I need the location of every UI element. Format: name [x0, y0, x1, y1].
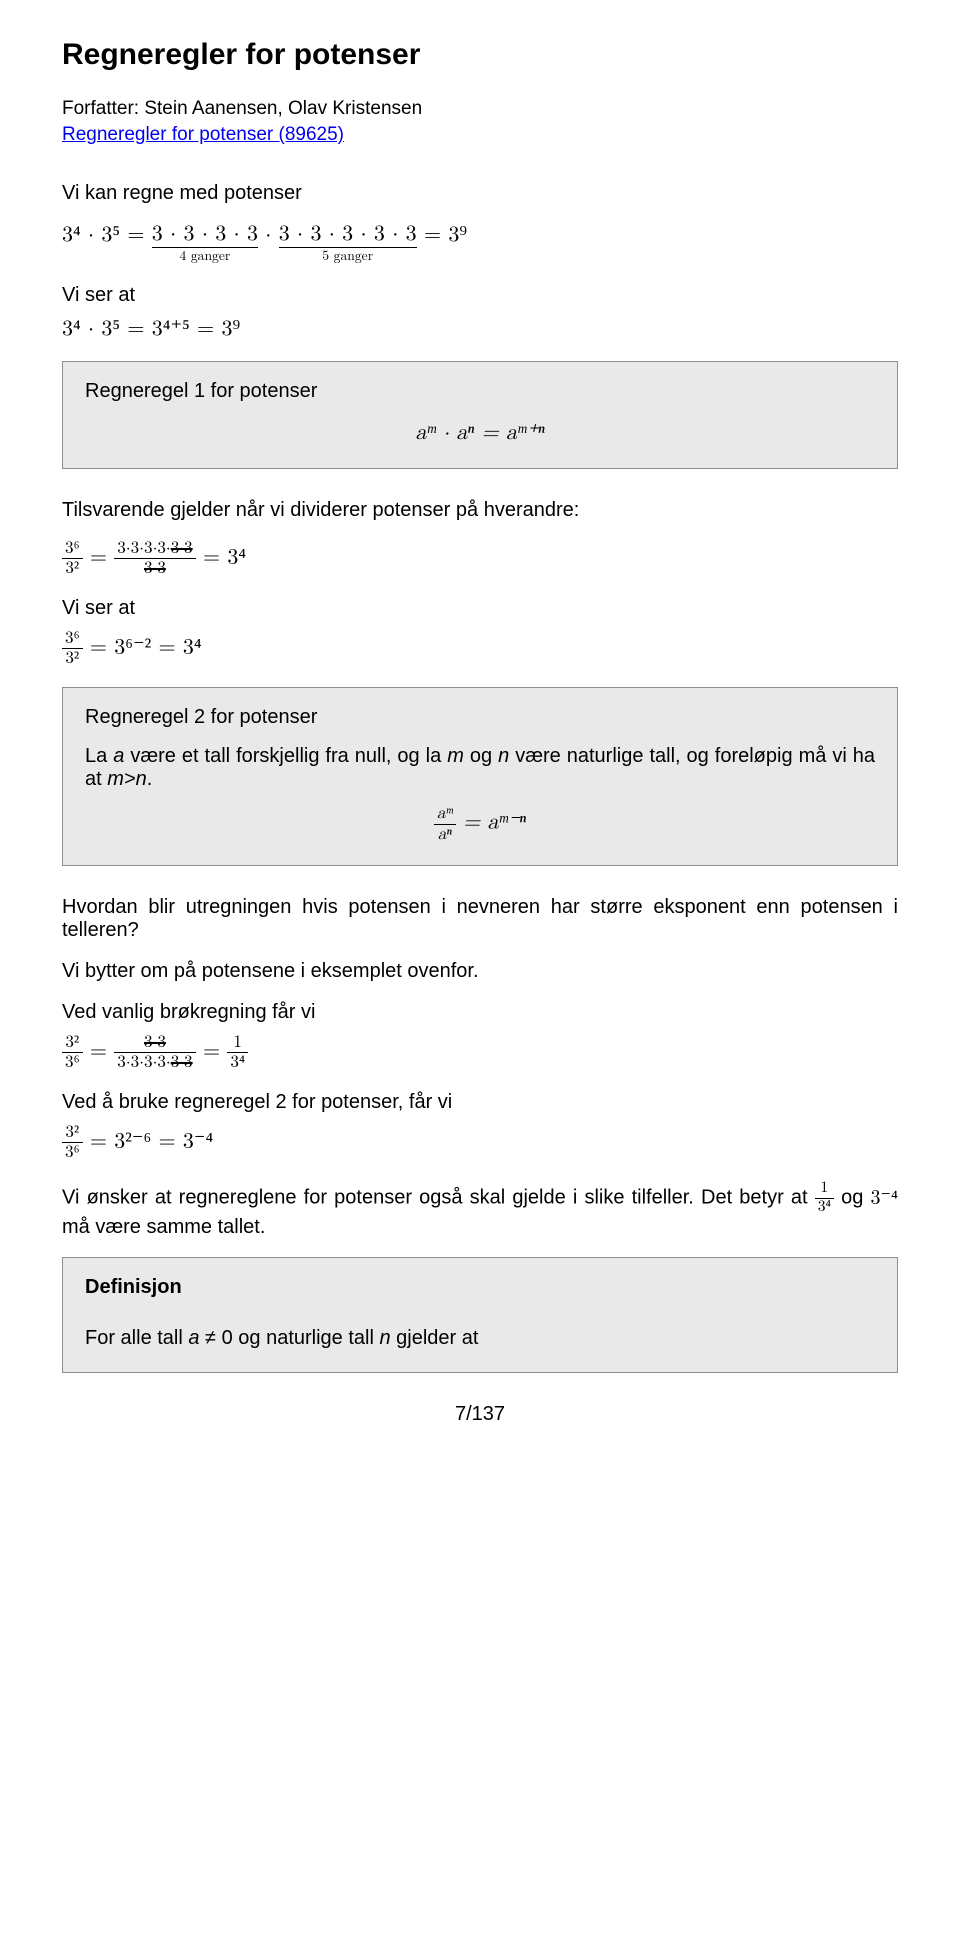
authors-names: Stein Aanensen, Olav Kristensen	[144, 98, 422, 119]
paragraph-divide: Tilsvarende gjelder når vi dividerer pot…	[62, 499, 898, 522]
paragraph-using-rule2: Ved å bruke regneregel 2 for potenser, f…	[62, 1091, 898, 1114]
eq6-lfrac: 3² 3⁶	[62, 1124, 83, 1161]
paragraph-ordinary: Ved vanlig brøkregning får vi	[62, 1001, 898, 1024]
eq1-brace1-top: 3 · 3 · 3 · 3	[152, 223, 258, 245]
authors-label: Forfatter:	[62, 98, 144, 119]
paragraph-see1: Vi ser at	[62, 284, 898, 307]
eq5-eq2: =	[203, 1040, 227, 1062]
eq1-brace2-top: 3 · 3 · 3 · 3 · 3	[279, 223, 417, 245]
eq1-lhs: 3⁴ · 3⁵ =	[62, 224, 144, 246]
rule2-math: aᵐ aⁿ = aᵐ⁻ⁿ	[85, 805, 875, 842]
paragraph-conclusion: Vi ønsker at regnereglene for potenser o…	[62, 1181, 898, 1238]
paragraph-question: Hvordan blir utregningen hvis potensen i…	[62, 896, 898, 942]
equation-6: 3² 3⁶ = 3²⁻⁶ = 3⁻⁴	[62, 1124, 898, 1161]
paragraph-swap: Vi bytter om på potensene i eksemplet ov…	[62, 960, 898, 983]
equation-3: 3⁶ 3² = 3·3·3·3·3·3 3·3 = 3⁴	[62, 540, 898, 577]
eq5-eq1: =	[90, 1040, 114, 1062]
eq3-midfrac: 3·3·3·3·3·3 3·3	[114, 540, 195, 577]
eq6-rhs: = 3²⁻⁶ = 3⁻⁴	[90, 1130, 213, 1152]
equation-2: 3⁴ · 3⁵ = 3⁴⁺⁵ = 3⁹	[62, 317, 898, 341]
paragraph-see2: Vi ser at	[62, 597, 898, 620]
equation-4: 3⁶ 3² = 3⁶⁻² = 3⁴	[62, 630, 898, 667]
definition-box: Definisjon For alle tall a ≠ 0 og naturl…	[62, 1257, 898, 1373]
eq5-rfrac: 1 3⁴	[227, 1034, 248, 1071]
rule2-label: Regneregel 2 for potenser	[85, 706, 875, 729]
rule2-text: La a være et tall forskjellig fra null, …	[85, 745, 875, 791]
eq1-sep: ·	[265, 224, 278, 246]
eq1-rhs: = 3⁹	[424, 224, 467, 246]
page-number: 7/137	[62, 1403, 898, 1426]
definition-text: For alle tall a ≠ 0 og naturlige tall n …	[85, 1327, 875, 1350]
eq4-rhs: = 3⁶⁻² = 3⁴	[90, 637, 202, 659]
eq3-lfrac: 3⁶ 3²	[62, 540, 83, 577]
eq1-brace2-bot: 5 ganger	[279, 247, 417, 264]
eq3-eq1: =	[90, 546, 114, 568]
page: Regneregler for potenser Forfatter: Stei…	[0, 0, 960, 1456]
p9-frac: 13⁴	[815, 1181, 834, 1215]
rule-box-2: Regneregel 2 for potenser La a være et t…	[62, 687, 898, 865]
eq1-brace1-bot: 4 ganger	[152, 247, 258, 264]
eq5-midfrac: 3·3 3·3·3·3·3·3	[114, 1034, 195, 1071]
rule1-math: aᵐ · aⁿ = aᵐ⁺ⁿ	[85, 419, 875, 446]
eq5-lfrac: 3² 3⁶	[62, 1034, 83, 1071]
paragraph-intro: Vi kan regne med potenser	[62, 182, 898, 205]
page-title: Regneregler for potenser	[62, 38, 898, 72]
authors-line: Forfatter: Stein Aanensen, Olav Kristens…	[62, 98, 898, 120]
equation-5: 3² 3⁶ = 3·3 3·3·3·3·3·3 = 1 3⁴	[62, 1034, 898, 1071]
equation-1: 3⁴ · 3⁵ = 3 · 3 · 3 · 3 4 ganger · 3 · 3…	[62, 223, 898, 264]
eq1-brace-1: 3 · 3 · 3 · 3 4 ganger	[152, 223, 258, 264]
rule2-frac: aᵐ aⁿ	[434, 805, 456, 842]
source-link[interactable]: Regneregler for potenser (89625)	[62, 124, 344, 146]
rule1-label: Regneregel 1 for potenser	[85, 380, 875, 403]
eq1-brace-2: 3 · 3 · 3 · 3 · 3 5 ganger	[279, 223, 417, 264]
rule-box-1: Regneregel 1 for potenser aᵐ · aⁿ = aᵐ⁺ⁿ	[62, 361, 898, 469]
eq4-lfrac: 3⁶ 3²	[62, 630, 83, 667]
eq3-rhs: = 3⁴	[203, 546, 246, 568]
definition-label: Definisjon	[85, 1276, 875, 1299]
